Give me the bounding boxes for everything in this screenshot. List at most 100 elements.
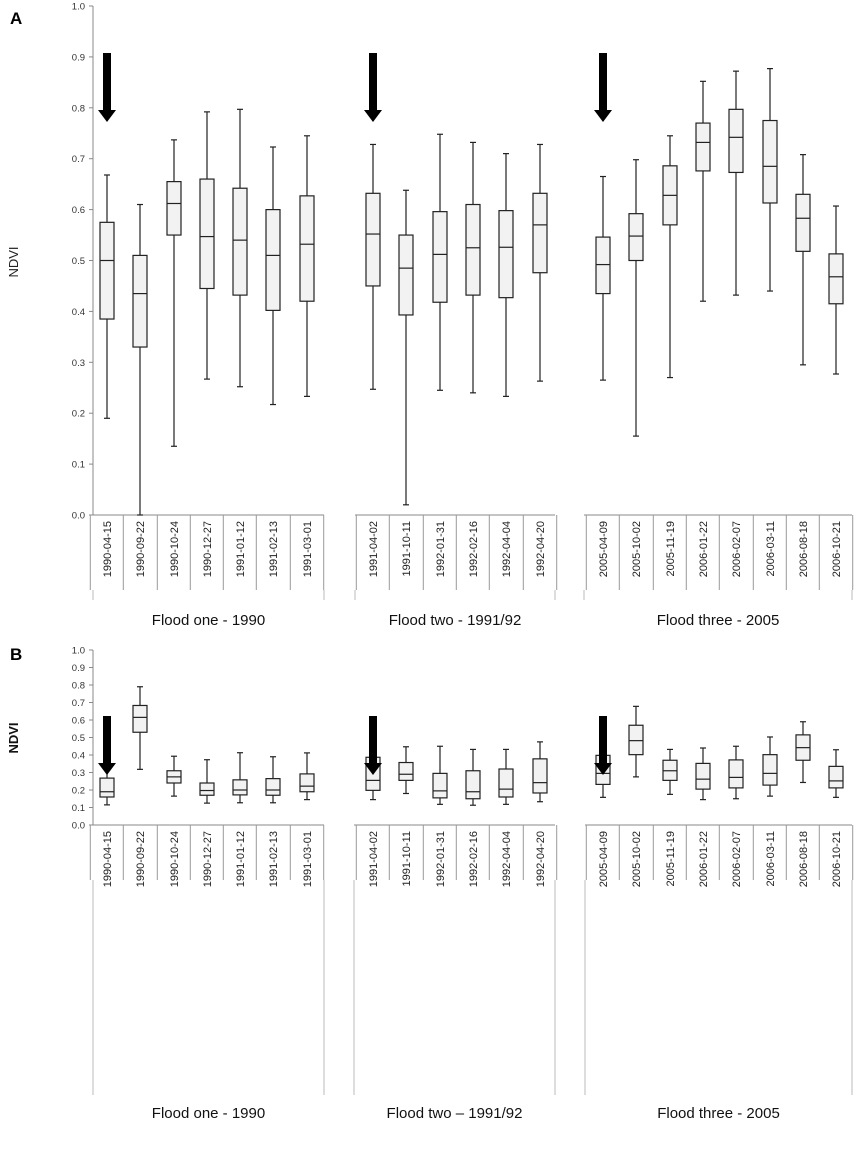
box-1991-02-13 bbox=[265, 146, 281, 406]
box-1991-10-11 bbox=[398, 746, 414, 795]
box-1992-04-04 bbox=[498, 748, 514, 805]
y-tick-label: 0.4 bbox=[72, 751, 85, 762]
box-1992-04-20 bbox=[532, 741, 548, 803]
category-label: 1992-02-16 bbox=[468, 521, 480, 577]
iqr-box bbox=[199, 782, 215, 796]
y-tick-label: 1.0 bbox=[72, 646, 85, 657]
y-tick-label: 0.5 bbox=[72, 256, 85, 267]
box-1992-01-31 bbox=[432, 745, 448, 805]
arrow-shaft bbox=[103, 53, 111, 110]
y-axis-label: NDVI bbox=[6, 246, 21, 277]
group-label: Flood two - 1991/92 bbox=[389, 612, 522, 629]
y-tick-label: 0.6 bbox=[72, 716, 85, 727]
iqr-box bbox=[99, 777, 115, 798]
category-label: 2005-04-09 bbox=[598, 521, 610, 577]
arrow-head bbox=[98, 763, 116, 775]
y-tick-label: 1.0 bbox=[72, 2, 85, 13]
y-tick-label: 0.1 bbox=[72, 803, 85, 814]
flood-arrow-icon bbox=[364, 53, 382, 122]
iqr-box bbox=[299, 773, 315, 793]
category-label: 1991-01-12 bbox=[235, 831, 247, 887]
box-1991-01-12 bbox=[232, 108, 248, 388]
iqr-box bbox=[498, 210, 514, 299]
iqr-box bbox=[532, 192, 548, 274]
box-1990-12-27 bbox=[199, 759, 215, 804]
iqr-box bbox=[628, 213, 644, 262]
iqr-box bbox=[199, 178, 215, 290]
category-label: 1990-10-24 bbox=[169, 521, 181, 577]
category-label: 1991-10-11 bbox=[401, 831, 413, 886]
arrow-shaft bbox=[369, 53, 377, 110]
box-1991-04-02 bbox=[365, 143, 381, 390]
box-1990-09-22 bbox=[132, 686, 148, 770]
category-label: 1990-09-22 bbox=[135, 521, 147, 577]
iqr-box bbox=[828, 765, 844, 789]
group-label: Flood three - 2005 bbox=[657, 1105, 780, 1122]
y-tick-label: 0.3 bbox=[72, 768, 85, 779]
category-label: 2006-08-18 bbox=[798, 831, 810, 887]
iqr-box bbox=[762, 119, 778, 204]
box-1992-02-16 bbox=[465, 141, 481, 394]
arrow-head bbox=[98, 110, 116, 122]
category-label: 1991-04-02 bbox=[368, 521, 380, 577]
category-label: 1990-12-27 bbox=[202, 521, 214, 577]
category-label: 2006-03-11 bbox=[765, 831, 777, 886]
box-1992-02-16 bbox=[465, 748, 481, 806]
iqr-box bbox=[166, 181, 182, 236]
category-label: 1992-04-20 bbox=[535, 521, 547, 577]
box-1991-03-01 bbox=[299, 135, 315, 398]
iqr-box bbox=[728, 108, 744, 174]
category-label: 2006-01-22 bbox=[698, 521, 710, 577]
iqr-box bbox=[498, 768, 514, 798]
category-label: 1992-01-31 bbox=[435, 521, 447, 577]
group-label: Flood one - 1990 bbox=[152, 612, 265, 629]
category-label: 2006-10-21 bbox=[831, 831, 843, 887]
category-label: 1990-10-24 bbox=[169, 831, 181, 887]
box-2006-02-07 bbox=[728, 745, 744, 800]
iqr-box bbox=[232, 779, 248, 796]
category-label: 2006-01-22 bbox=[698, 831, 710, 887]
category-label: 1991-03-01 bbox=[302, 521, 314, 577]
y-tick-label: 0.1 bbox=[72, 460, 85, 471]
iqr-box bbox=[695, 122, 711, 172]
arrow-head bbox=[364, 110, 382, 122]
box-1990-10-24 bbox=[166, 755, 182, 797]
iqr-box bbox=[628, 724, 644, 756]
iqr-box bbox=[265, 209, 281, 311]
box-1992-04-20 bbox=[532, 143, 548, 382]
iqr-box bbox=[828, 253, 844, 305]
iqr-box bbox=[99, 221, 115, 320]
category-label: 1991-01-12 bbox=[235, 521, 247, 577]
category-label: 2005-11-19 bbox=[665, 521, 677, 576]
category-label: 1992-04-20 bbox=[535, 831, 547, 887]
box-1992-04-04 bbox=[498, 153, 514, 398]
category-label: 1992-04-04 bbox=[501, 831, 513, 887]
iqr-box bbox=[795, 193, 811, 252]
chart-panel-b: B 0.0 0.1 0.2 0.3 0.4 0.5 0.6 0.7 0.8 0.9 1.0 NDVI 19… bbox=[6, 645, 854, 1122]
box-2006-03-11 bbox=[762, 68, 778, 292]
y-tick-label: 0.7 bbox=[72, 698, 85, 709]
arrow-head bbox=[594, 110, 612, 122]
box-2006-08-18 bbox=[795, 154, 811, 366]
iqr-box bbox=[398, 761, 414, 781]
category-label: 1990-12-27 bbox=[202, 831, 214, 887]
box-1991-10-11 bbox=[398, 189, 414, 506]
iqr-box bbox=[365, 192, 381, 287]
category-label: 2006-02-07 bbox=[731, 831, 743, 887]
iqr-box bbox=[695, 762, 711, 790]
flood-arrow-icon bbox=[594, 53, 612, 122]
category-label: 1991-04-02 bbox=[368, 831, 380, 887]
group-label: Flood three - 2005 bbox=[657, 612, 780, 629]
iqr-box bbox=[398, 234, 414, 316]
panel-label: A bbox=[10, 9, 22, 28]
category-label: 2006-10-21 bbox=[831, 521, 843, 577]
arrow-head bbox=[594, 763, 612, 775]
category-label: 2005-11-19 bbox=[665, 831, 677, 886]
box-1992-01-31 bbox=[432, 133, 448, 391]
box-2006-10-21 bbox=[828, 749, 844, 798]
flood-arrow-icon bbox=[594, 716, 612, 775]
box-2006-02-07 bbox=[728, 70, 744, 296]
y-tick-label: 0.0 bbox=[72, 511, 85, 522]
box-2005-04-09 bbox=[595, 175, 611, 381]
